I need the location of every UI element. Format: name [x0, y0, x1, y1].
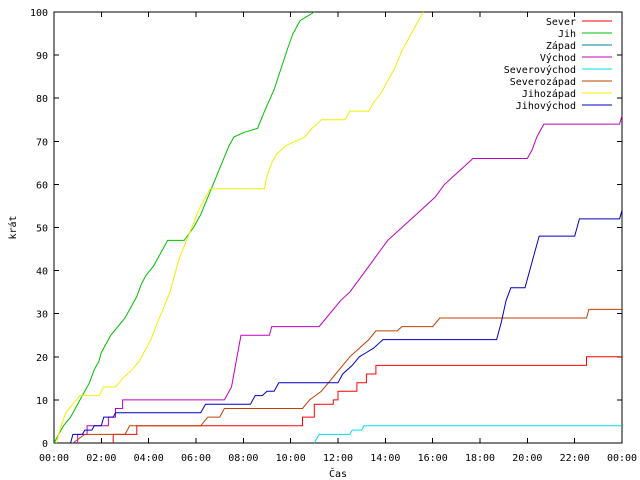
y-tick-label: 90 — [36, 51, 48, 62]
legend-label: Jihovýchod — [516, 100, 576, 112]
y-tick-label: 60 — [36, 180, 48, 191]
legend-label: Jihozápad — [522, 88, 576, 100]
y-tick-label: 0 — [42, 439, 48, 450]
x-tick-label: 00:00 — [39, 453, 69, 464]
x-tick-label: 10:00 — [276, 453, 306, 464]
series-line-1 — [53, 11, 315, 444]
legend: SeverJihZápadVýchodSeverovýchodSeverozáp… — [504, 17, 612, 112]
y-tick-label: 30 — [36, 310, 48, 321]
x-tick-label: 20:00 — [512, 453, 542, 464]
y-axis: 0 10 20 30 40 50 60 70 80 90 100 — [30, 8, 622, 450]
x-tick-label: 08:00 — [228, 453, 258, 464]
series-line-3 — [77, 115, 623, 443]
legend-label: Jih — [558, 29, 576, 40]
y-tick-label: 100 — [30, 8, 48, 19]
x-tick-label: 14:00 — [370, 453, 400, 464]
x-tick-label: 16:00 — [418, 453, 448, 464]
y-tick-label: 20 — [36, 353, 48, 364]
y-axis-label: krát — [7, 215, 19, 239]
y-tick-label: 10 — [36, 396, 48, 407]
y-tick-label: 80 — [36, 94, 48, 105]
x-tick-label: 00:00 — [607, 453, 637, 464]
series-line-6 — [55, 11, 424, 444]
y-tick-label: 40 — [36, 267, 48, 278]
x-tick-label: 22:00 — [560, 453, 590, 464]
x-axis-label: Čas — [329, 467, 347, 480]
series-line-4 — [313, 425, 622, 444]
x-tick-label: 04:00 — [134, 453, 164, 464]
series-line-5 — [72, 308, 622, 444]
x-tick-label: 12:00 — [323, 453, 353, 464]
x-axis: 00:00 02:00 04:00 06:00 08:00 10:00 12:00 14:00… — [39, 12, 637, 464]
legend-label: Severovýchod — [504, 64, 576, 76]
series-group — [53, 11, 623, 444]
legend-label: Sever — [546, 17, 576, 28]
x-tick-label: 18:00 — [465, 453, 495, 464]
legend-label: Východ — [540, 52, 576, 64]
x-tick-label: 06:00 — [181, 453, 211, 464]
legend-label: Severozápad — [510, 76, 576, 88]
y-tick-label: 50 — [36, 224, 48, 235]
x-tick-label: 02:00 — [86, 453, 116, 464]
y-tick-label: 70 — [36, 137, 48, 148]
legend-label: Západ — [546, 40, 576, 52]
series-line-7 — [70, 210, 623, 444]
